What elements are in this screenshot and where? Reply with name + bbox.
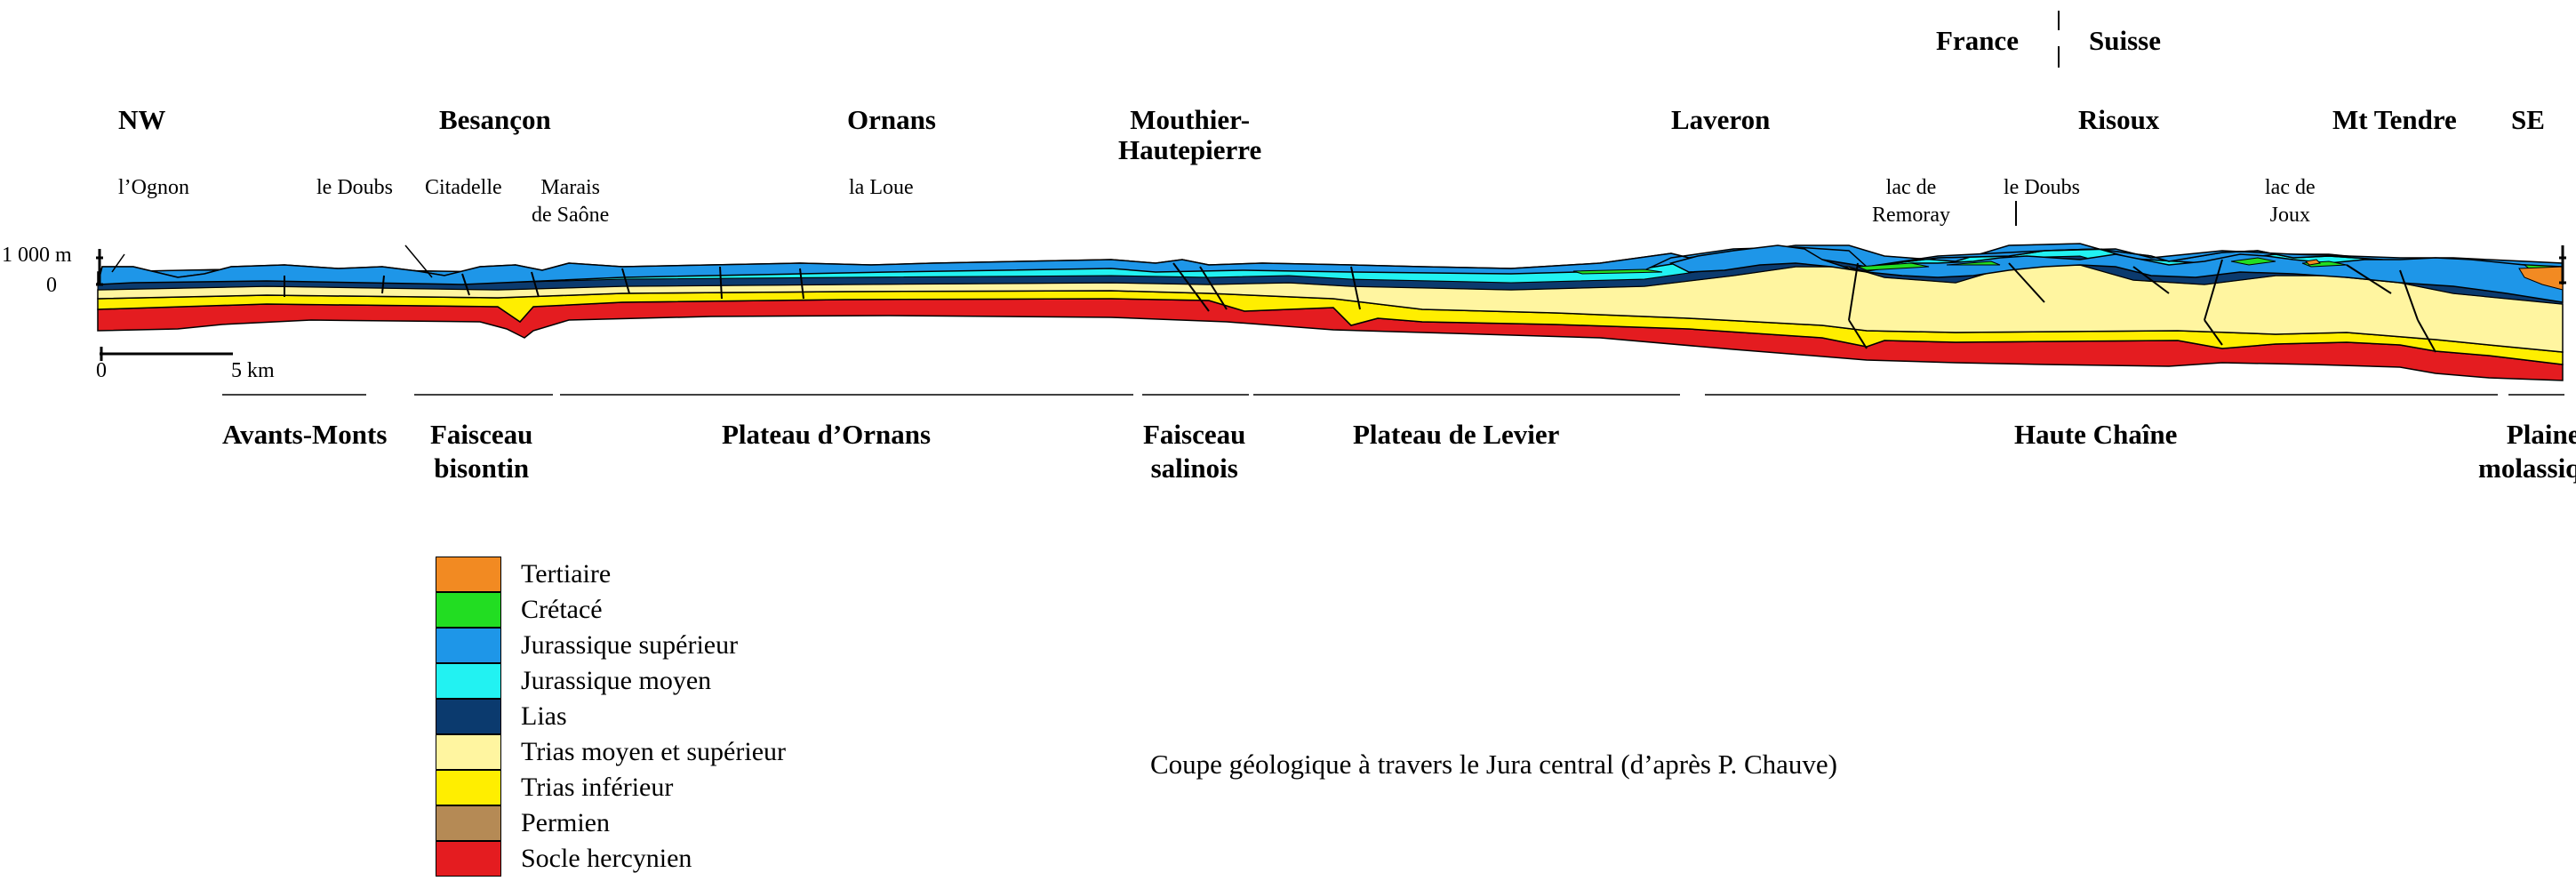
ornans-label: Ornans xyxy=(847,104,936,135)
legend-swatch xyxy=(436,805,501,841)
country-suisse-label: Suisse xyxy=(2089,25,2161,56)
joux-label: lac de Joux xyxy=(2265,176,2316,227)
legend-label: Lias xyxy=(521,701,567,731)
citadelle-label: Citadelle xyxy=(425,176,502,199)
doubs-pointer xyxy=(404,244,433,278)
legend-label: Crétacé xyxy=(521,595,603,624)
region-plaine-molassique: Plaine molassique xyxy=(2478,419,2576,484)
scale-end-label: 5 km xyxy=(231,359,275,382)
legend-swatch xyxy=(436,841,501,877)
ognon-pointer xyxy=(111,253,125,273)
tertiaire-patch xyxy=(2304,259,2322,266)
cretace-patch xyxy=(1572,268,1663,275)
cretace-patch xyxy=(1946,260,2001,266)
doubs2-label: le Doubs xyxy=(2004,176,2080,199)
elevation-axis-right xyxy=(2559,245,2566,284)
cretace-patch xyxy=(2230,257,2276,266)
scale-bar xyxy=(100,347,233,361)
legend-swatch xyxy=(436,770,501,805)
country-france-label: France xyxy=(1936,25,2019,56)
legend-swatch xyxy=(436,734,501,770)
legend-label: Jurassique moyen xyxy=(521,666,712,695)
legend-label: Trias inférieur xyxy=(521,773,674,802)
figure-caption: Coupe géologique à travers le Jura centr… xyxy=(1150,749,1838,780)
cretace-patch xyxy=(1857,262,1930,271)
legend-swatch xyxy=(436,557,501,592)
ognon-label: l’Ognon xyxy=(118,176,189,199)
jurassique-superieur-upper xyxy=(97,246,2564,285)
mouthier-label: Mouthier- Hautepierre xyxy=(1118,104,1262,165)
region-faisceau-bisontin: Faisceau bisontin xyxy=(430,419,533,484)
elevation-0-label: 0 xyxy=(46,274,57,297)
remoray-label: lac de Remoray xyxy=(1872,176,1950,227)
legend-label: Permien xyxy=(521,808,610,837)
scale-start-label: 0 xyxy=(96,359,107,382)
loue-label: la Loue xyxy=(849,176,914,199)
legend-swatch xyxy=(436,699,501,734)
region-haute-chaine: Haute Chaîne xyxy=(2014,419,2178,450)
laveron-label: Laveron xyxy=(1671,104,1771,135)
legend-label: Trias moyen et supérieur xyxy=(521,737,787,766)
region-plateau-ornans: Plateau d’Ornans xyxy=(722,419,932,450)
legend-label: Socle hercynien xyxy=(521,844,692,873)
se-label: SE xyxy=(2511,104,2545,135)
tertiaire-patch xyxy=(2518,266,2564,291)
marais-label: Marais de Saône xyxy=(532,176,610,227)
legend-label: Tertiaire xyxy=(521,559,612,589)
region-faisceau-salinois: Faisceau salinois xyxy=(1143,419,1246,484)
fault-lines xyxy=(284,259,2436,353)
legend-swatch xyxy=(436,663,501,699)
besancon-label: Besançon xyxy=(439,104,551,135)
elevation-axis xyxy=(96,249,103,286)
region-plateau-levier: Plateau de Levier xyxy=(1353,419,1560,450)
legend-swatch xyxy=(436,628,501,663)
legend-swatch xyxy=(436,592,501,628)
elevation-1000-label: 1 000 m xyxy=(2,244,72,267)
risoux-label: Risoux xyxy=(2078,104,2160,135)
mt-tendre-label: Mt Tendre xyxy=(2332,104,2457,135)
nw-label: NW xyxy=(118,104,166,135)
doubs-label: le Doubs xyxy=(316,176,393,199)
legend-label: Jurassique supérieur xyxy=(521,630,739,660)
region-avants-monts: Avants-Monts xyxy=(222,419,388,450)
